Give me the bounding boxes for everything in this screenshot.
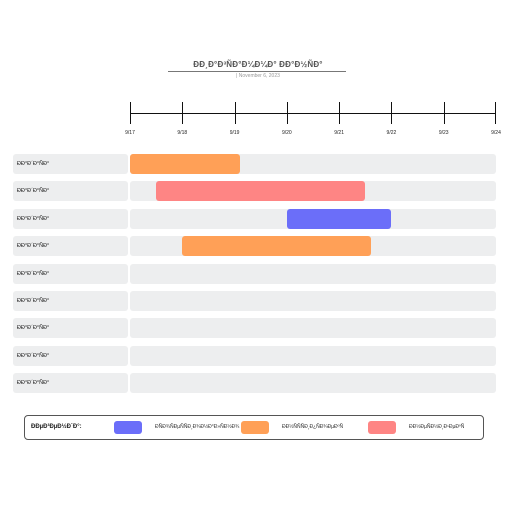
legend-swatch [241, 421, 269, 434]
task-label: ÐÐ°Ð´Ð°ÑÐ° [13, 373, 128, 394]
axis-tick [339, 102, 341, 124]
axis-tick [391, 102, 393, 124]
axis-tick-label: 9/22 [386, 130, 397, 136]
legend-label: ÐÑÐ¾ÑÐµÑÑÐ¸Ð¾Ð½Ð°Ð»ÑÐ½Ð¾ [155, 424, 240, 430]
task-bar[interactable] [286, 208, 392, 229]
axis-tick-label: 9/18 [177, 130, 188, 136]
task-label: ÐÐ°Ð´Ð°ÑÐ° [13, 318, 128, 339]
chart-title: ÐÐ¸Ð°Ð³ÑÐ°Ð¼Ð¼Ð° ÐÐ°Ð½ÑÐ° [193, 60, 323, 69]
legend-label: ÐÐ½ÐµÑÐ½Ð¸Ð¹ÐµÐºÑ [409, 424, 465, 430]
axis-tick [443, 102, 445, 124]
title-underline [168, 71, 346, 72]
task-bar[interactable] [182, 236, 371, 257]
axis-tick [286, 102, 288, 124]
legend: ÐÐµÐ³ÐµÐ½Ð´Ð°: ÐÑÐ¾ÑÐµÑÑÐ¸Ð¾Ð½Ð°Ð»ÑÐ½Ð¾ Ð… [24, 415, 484, 440]
axis-tick-label: 9/20 [281, 130, 292, 136]
task-label: ÐÐ°Ð´Ð°ÑÐ° [13, 263, 128, 284]
axis-tick-label: 9/24 [491, 130, 501, 136]
task-track [130, 291, 496, 311]
task-label: ÐÐ°Ð´Ð°ÑÐ° [13, 208, 128, 229]
axis-tick [495, 102, 496, 124]
task-track [130, 318, 496, 339]
axis-tick-label: 9/21 [334, 130, 344, 136]
task-bar[interactable] [130, 154, 240, 174]
axis-tick [182, 102, 184, 124]
legend-swatch [368, 421, 396, 434]
axis-tick [130, 102, 131, 124]
task-track [130, 345, 496, 366]
axis-line [130, 113, 496, 114]
task-label: ÐÐ°Ð´Ð°ÑÐ° [13, 291, 128, 311]
task-label: ÐÐ°Ð´Ð°ÑÐ° [13, 154, 128, 174]
legend-swatch [114, 421, 142, 434]
axis-tick [234, 102, 236, 124]
task-label: ÐÐ°Ð´Ð°ÑÐ° [13, 181, 128, 202]
axis-tick-label: 9/23 [438, 130, 449, 136]
task-bar[interactable] [156, 181, 366, 202]
legend-label: ÐÐ½ÑÑÑÐ¸Ð¿ÑÐ¾ÐµÐºÑ [282, 424, 344, 430]
legend-title: ÐÐµÐ³ÐµÐ½Ð´Ð°: [31, 424, 82, 430]
task-label: ÐÐ°Ð´Ð°ÑÐ° [13, 236, 128, 257]
chart-subtitle: | November 6, 2023 [236, 73, 280, 79]
axis-tick-label: 9/19 [229, 130, 240, 136]
axis-tick-label: 9/17 [125, 130, 135, 136]
task-label: ÐÐ°Ð´Ð°ÑÐ° [13, 345, 128, 366]
task-track [130, 373, 496, 394]
task-track [130, 263, 496, 284]
